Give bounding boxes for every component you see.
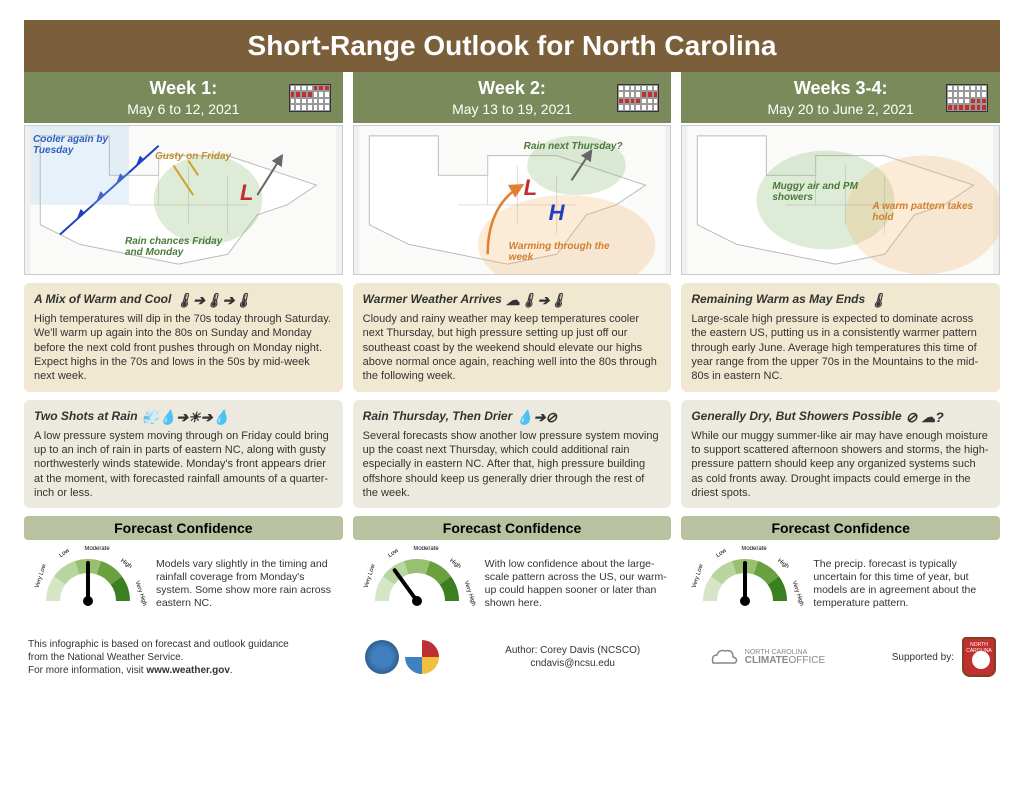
svg-text:Low: Low	[387, 548, 400, 560]
svg-text:Very High: Very High	[791, 580, 805, 607]
week-header: Weeks 3-4: May 20 to June 2, 2021	[681, 72, 1000, 123]
temperature-block: A Mix of Warm and Cool🌡➔🌡➔🌡 High tempera…	[24, 283, 343, 392]
disclaimer-text: This infographic is based on forecast an…	[28, 638, 298, 664]
weather-map: Muggy air and PM showersA warm pattern t…	[681, 125, 1000, 275]
svg-text:Low: Low	[716, 548, 729, 560]
block-body: Large-scale high pressure is expected to…	[691, 312, 990, 383]
block-title: Remaining Warm as May Ends	[691, 292, 865, 308]
precipitation-block: Rain Thursday, Then Drier💧➔⊘ Several for…	[353, 400, 672, 509]
svg-text:Very Low: Very Low	[692, 563, 706, 589]
confidence-title: Forecast Confidence	[681, 516, 1000, 540]
weather-map: Cooler again by TuesdayGusty on FridayLR…	[24, 125, 343, 275]
svg-text:Low: Low	[58, 548, 71, 560]
footer: This infographic is based on forecast an…	[24, 627, 1000, 677]
confidence-gauge: Very Low Low Moderate HighVery High	[28, 546, 148, 621]
author-email: cndavis@ncsu.edu	[505, 657, 640, 670]
weather-icons: 🌡	[869, 291, 887, 309]
nws-logos	[365, 640, 439, 674]
supported-label: Supported by:	[892, 652, 954, 663]
confidence-text: Models vary slightly in the timing and r…	[156, 558, 339, 611]
footer-supported: Supported by: NORTH CAROLINA	[892, 637, 996, 677]
block-title: Warmer Weather Arrives	[363, 292, 502, 308]
confidence-gauge: Very Low Low Moderate HighVery High	[357, 546, 477, 621]
forecast-column: Week 2: May 13 to 19, 2021 Rain next Thu…	[353, 72, 672, 627]
block-body: Several forecasts show another low press…	[363, 429, 662, 500]
confidence-block: Forecast Confidence Very Low Low Moderate H…	[681, 516, 1000, 627]
ncfs-logo: NORTH CAROLINA	[962, 637, 996, 677]
page-title: Short-Range Outlook for North Carolina	[24, 20, 1000, 72]
calendar-icon	[289, 84, 331, 112]
svg-text:High: High	[777, 558, 791, 570]
temperature-block: Remaining Warm as May Ends🌡 Large-scale …	[681, 283, 1000, 392]
footer-author: Author: Corey Davis (NCSCO) cndavis@ncsu…	[505, 644, 640, 670]
svg-text:Moderate: Moderate	[84, 546, 110, 552]
svg-text:High: High	[119, 558, 133, 570]
temperature-block: Warmer Weather Arrives☁🌡➔🌡 Cloudy and ra…	[353, 283, 672, 392]
block-body: Cloudy and rainy weather may keep temper…	[363, 312, 662, 383]
precipitation-block: Two Shots at Rain💨💧➔☀➔💧 A low pressure s…	[24, 400, 343, 509]
block-title: Rain Thursday, Then Drier	[363, 409, 513, 425]
confidence-block: Forecast Confidence Very Low Low Moderate H…	[353, 516, 672, 627]
svg-text:Very Low: Very Low	[34, 563, 48, 589]
columns-row: Week 1: May 6 to 12, 2021 Cooler again b…	[24, 72, 1000, 627]
confidence-title: Forecast Confidence	[24, 516, 343, 540]
svg-text:Moderate: Moderate	[413, 546, 439, 552]
block-title: A Mix of Warm and Cool	[34, 292, 171, 308]
confidence-text: The precip. forecast is typically uncert…	[813, 558, 996, 611]
weather-icons: 🌡➔🌡➔🌡	[175, 291, 252, 309]
block-body: While our muggy summer-like air may have…	[691, 429, 990, 500]
confidence-title: Forecast Confidence	[353, 516, 672, 540]
svg-text:Moderate: Moderate	[742, 546, 768, 552]
confidence-text: With low confidence about the large-scal…	[485, 558, 668, 611]
block-title: Generally Dry, But Showers Possible	[691, 409, 901, 425]
forecast-column: Weeks 3-4: May 20 to June 2, 2021 Muggy …	[681, 72, 1000, 627]
noaa-logo	[365, 640, 399, 674]
week-header: Week 1: May 6 to 12, 2021	[24, 72, 343, 123]
calendar-icon	[946, 84, 988, 112]
confidence-gauge: Very Low Low Moderate HighVery High	[685, 546, 805, 621]
svg-text:Very High: Very High	[134, 580, 148, 607]
weather-icons: 💨💧➔☀➔💧	[142, 408, 230, 426]
svg-text:Very High: Very High	[462, 580, 476, 607]
climate-office-logo: NORTH CAROLINACLIMATEOFFICE	[707, 645, 825, 669]
svg-text:High: High	[448, 558, 462, 570]
moreinfo-text: For more information, visit www.weather.…	[28, 664, 298, 677]
confidence-block: Forecast Confidence Very Low Low Moderate H…	[24, 516, 343, 627]
precipitation-block: Generally Dry, But Showers Possible⊘ ☁? …	[681, 400, 1000, 509]
week-header: Week 2: May 13 to 19, 2021	[353, 72, 672, 123]
weather-icons: ☁🌡➔🌡	[506, 291, 567, 309]
weather-map: Rain next Thursday?LHWarming through the…	[353, 125, 672, 275]
block-body: High temperatures will dip in the 70s to…	[34, 312, 333, 383]
nws-logo	[405, 640, 439, 674]
footer-disclaimer: This infographic is based on forecast an…	[28, 638, 298, 677]
calendar-icon	[617, 84, 659, 112]
weather-icons: 💧➔⊘	[516, 408, 557, 426]
forecast-column: Week 1: May 6 to 12, 2021 Cooler again b…	[24, 72, 343, 627]
block-title: Two Shots at Rain	[34, 409, 138, 425]
block-body: A low pressure system moving through on …	[34, 429, 333, 500]
author-name: Author: Corey Davis (NCSCO)	[505, 644, 640, 657]
weather-icons: ⊘ ☁?	[906, 408, 944, 426]
svg-text:Very Low: Very Low	[363, 563, 377, 589]
